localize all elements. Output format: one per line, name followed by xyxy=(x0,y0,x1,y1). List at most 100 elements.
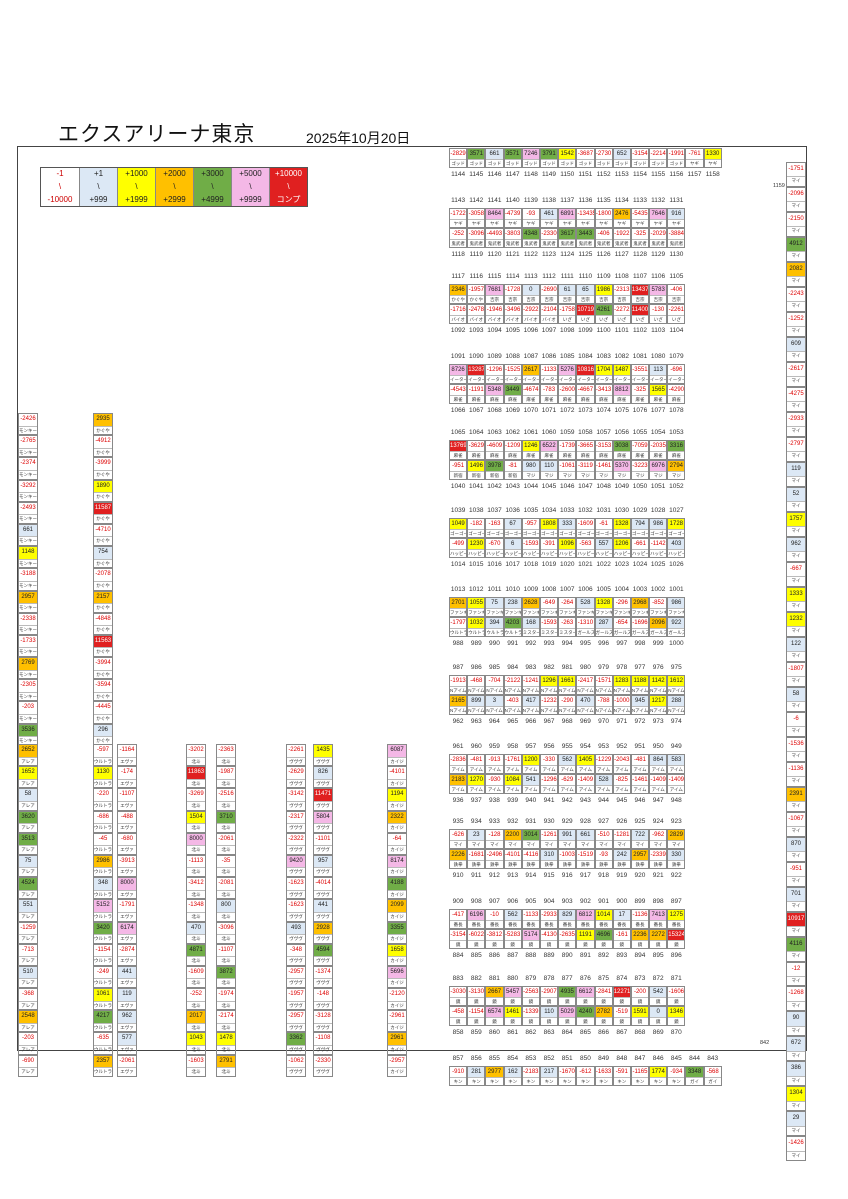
machine-cell[interactable]: -3594 かぐや xyxy=(93,679,113,702)
machine-cell[interactable]: -3130 鏡 xyxy=(467,986,486,1006)
machine-cell[interactable]: 2652 アレア xyxy=(18,744,38,767)
machine-cell[interactable]: -1987 北斗 xyxy=(216,766,236,789)
machine-cell[interactable]: -1409 アイム xyxy=(576,774,595,794)
machine-cell[interactable]: 1084 アイム xyxy=(503,774,522,794)
machine-cell[interactable]: -3153 麻雀 xyxy=(594,440,613,460)
machine-cell[interactable]: -4912 かぐや xyxy=(93,435,113,458)
machine-cell[interactable]: -1791 エヴァ xyxy=(117,899,137,922)
machine-cell[interactable]: -93 鉄拳 xyxy=(594,849,613,869)
machine-cell[interactable]: 386 マイ xyxy=(786,1061,806,1087)
machine-cell[interactable]: -203 モンキー xyxy=(18,701,38,724)
machine-cell[interactable]: -403 Nアイム xyxy=(503,695,522,715)
machine-cell[interactable]: -5435 ヤギ xyxy=(630,208,650,228)
machine-cell[interactable]: 1304 マイ xyxy=(786,1086,806,1112)
machine-cell[interactable]: 3014 マイ xyxy=(521,829,540,849)
machine-cell[interactable]: 794ゴーゴー xyxy=(630,518,650,538)
machine-cell[interactable]: -1062 ヴヴヴ xyxy=(286,1054,306,1077)
machine-cell[interactable]: -35 北斗 xyxy=(216,854,236,878)
machine-cell[interactable]: 162 キン xyxy=(503,1066,522,1086)
machine-cell[interactable]: 1032ウルトラ xyxy=(467,617,486,637)
machine-cell[interactable]: -1281 マイ xyxy=(612,829,631,849)
machine-cell[interactable]: 17 番長 xyxy=(612,909,631,929)
machine-cell[interactable]: -130 いざ xyxy=(649,304,668,324)
machine-cell[interactable]: -1681 鉄拳 xyxy=(467,849,486,869)
machine-cell[interactable]: 119 マイ xyxy=(786,461,806,487)
machine-cell[interactable]: 5370 マジ xyxy=(612,460,631,480)
machine-cell[interactable]: -1571 Nアイム xyxy=(594,675,613,695)
machine-cell[interactable]: 3536 モンキー xyxy=(18,723,38,746)
machine-cell[interactable]: 8000 北斗 xyxy=(186,832,206,855)
machine-cell[interactable]: -3413 麻雀 xyxy=(594,384,613,404)
machine-cell[interactable]: 461 ヤギ xyxy=(539,208,559,228)
machine-cell[interactable]: -2330 ヴヴヴ xyxy=(313,1054,333,1077)
machine-cell[interactable]: -2874 エヴァ xyxy=(117,943,137,966)
machine-cell[interactable]: -3154 鏡 xyxy=(449,929,468,949)
machine-cell[interactable]: -1296イーター xyxy=(485,364,504,384)
machine-cell[interactable]: 11400 いざ xyxy=(630,304,650,324)
machine-cell[interactable]: 5152 ウルトラ xyxy=(93,899,113,922)
machine-cell[interactable]: 4261 いざ xyxy=(594,304,613,324)
machine-cell[interactable]: -654ガールズ xyxy=(612,617,631,637)
machine-cell[interactable]: 3362 ヴヴヴ xyxy=(286,1032,306,1055)
machine-cell[interactable]: 870 マイ xyxy=(786,836,806,862)
machine-cell[interactable]: 2099 カイジ xyxy=(387,899,407,922)
machine-cell[interactable]: 2968ファンキー xyxy=(630,597,650,617)
machine-cell[interactable]: 2183 アイム xyxy=(449,774,468,794)
machine-cell[interactable]: -1067 マイ xyxy=(786,811,806,837)
machine-cell[interactable]: 6522 麻雀 xyxy=(539,440,559,460)
machine-cell[interactable]: -1165 キン xyxy=(630,1066,650,1086)
machine-cell[interactable]: -2322 ヴヴヴ xyxy=(286,832,306,855)
machine-cell[interactable]: 110 鏡 xyxy=(539,1006,559,1026)
machine-cell[interactable]: 542 鏡 xyxy=(649,986,668,1006)
machine-cell[interactable]: 2236 鏡 xyxy=(630,929,650,949)
machine-cell[interactable]: -1609ゴーゴー xyxy=(576,518,595,538)
machine-cell[interactable]: 470 Nアイム xyxy=(576,695,595,715)
machine-cell[interactable]: -2078 かぐや xyxy=(93,568,113,591)
machine-cell[interactable]: 3420 ウルトラ xyxy=(93,921,113,944)
machine-cell[interactable]: -3913 エヴァ xyxy=(117,854,137,878)
machine-cell[interactable]: -3154 ゴッド xyxy=(630,148,650,168)
machine-cell[interactable]: 4217 ウルトラ xyxy=(93,1010,113,1033)
machine-cell[interactable]: -481 アイム xyxy=(467,754,486,774)
machine-cell[interactable]: 441 エヴァ xyxy=(117,965,137,989)
machine-cell[interactable]: 922ガールズ xyxy=(667,617,686,637)
machine-cell[interactable]: -182ゴーゴー xyxy=(467,518,486,538)
machine-cell[interactable]: 9420 ヴヴヴ xyxy=(286,854,306,878)
machine-cell[interactable]: -2690 吉宗 xyxy=(539,284,559,304)
machine-cell[interactable]: 65 吉宗 xyxy=(576,284,595,304)
machine-cell[interactable]: -1296 アイム xyxy=(539,774,559,794)
machine-cell[interactable]: 2357 ウルトラ xyxy=(93,1054,113,1077)
machine-cell[interactable]: -1164 エヴァ xyxy=(117,744,137,767)
machine-cell[interactable]: -3269 北斗 xyxy=(186,788,206,811)
machine-cell[interactable]: 3620 アレア xyxy=(18,810,38,833)
machine-cell[interactable]: 441 ヴヴヴ xyxy=(313,899,333,922)
machine-cell[interactable]: -406 鬼武者 xyxy=(594,228,613,248)
machine-cell[interactable]: 12271 鏡 xyxy=(612,986,631,1006)
machine-cell[interactable]: 2977 キン xyxy=(485,1066,504,1086)
machine-cell[interactable]: 2082 マイ xyxy=(786,261,806,287)
machine-cell[interactable]: 394ウルトラ xyxy=(485,617,504,637)
machine-cell[interactable]: -510 マイ xyxy=(594,829,613,849)
machine-cell[interactable]: 3 Nアイム xyxy=(485,695,504,715)
machine-cell[interactable]: -1259 アレア xyxy=(18,921,38,944)
machine-cell[interactable]: 217 キン xyxy=(539,1066,559,1086)
machine-cell[interactable]: 90 マイ xyxy=(786,1011,806,1037)
machine-cell[interactable]: -3999 かぐや xyxy=(93,457,113,480)
machine-cell[interactable]: 61 吉宗 xyxy=(558,284,577,304)
machine-cell[interactable]: -1136 番長 xyxy=(630,909,650,929)
machine-cell[interactable]: 3316 麻雀 xyxy=(667,440,686,460)
machine-cell[interactable]: 3710 北斗 xyxy=(216,810,236,833)
machine-cell[interactable]: -563ハッピー xyxy=(576,538,595,558)
machine-cell[interactable]: 6612 鏡 xyxy=(576,986,595,1006)
machine-cell[interactable]: -3188 モンキー xyxy=(18,568,38,591)
machine-cell[interactable]: -4493 鬼武者 xyxy=(485,228,504,248)
machine-cell[interactable]: -13435ヤギ xyxy=(576,208,595,228)
machine-cell[interactable]: 119 エヴァ xyxy=(117,988,137,1011)
machine-cell[interactable]: -2339 鉄拳 xyxy=(649,849,668,869)
machine-cell[interactable]: 2935 かぐや xyxy=(93,413,113,436)
machine-cell[interactable]: -264ファンキー xyxy=(558,597,577,617)
machine-cell[interactable]: -4101 カイジ xyxy=(387,766,407,789)
machine-cell[interactable]: 3872 北斗 xyxy=(216,965,236,989)
machine-cell[interactable]: 2957 鉄拳 xyxy=(630,849,650,869)
machine-cell[interactable]: 1191 鏡 xyxy=(576,929,595,949)
